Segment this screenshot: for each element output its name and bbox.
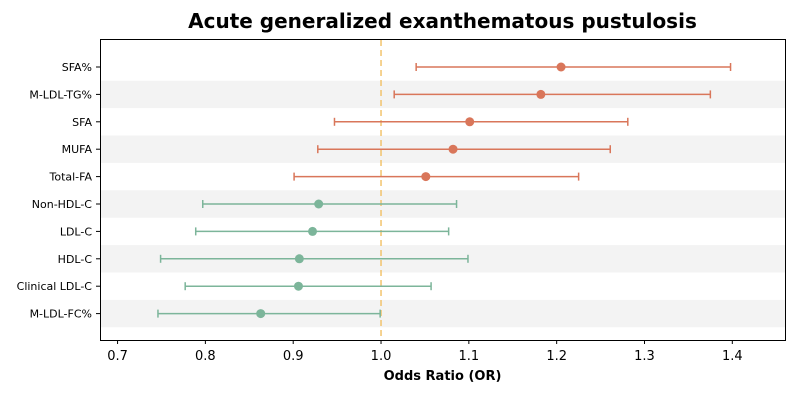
plot-frame [100, 39, 786, 341]
point-estimate [465, 117, 475, 127]
x-tick-label: 0.9 [283, 349, 304, 364]
y-tick-label: Non-HDL-C [32, 198, 93, 211]
y-tick-label: SFA [72, 116, 92, 129]
x-tick-label: 1.4 [722, 349, 743, 364]
y-tick-label: SFA% [62, 61, 92, 74]
point-estimate [308, 226, 318, 236]
x-axis: 0.7 0.8 0.9 1.0 1.1 1.2 1.3 1.4 [107, 340, 743, 364]
chart-title: Acute generalized exanthematous pustulos… [188, 9, 697, 33]
point-estimate [536, 89, 546, 99]
point-estimate [294, 254, 304, 264]
point-estimate [421, 172, 431, 182]
y-tick-label: M-LDL-FC% [30, 308, 92, 321]
point-estimate [448, 144, 458, 154]
x-tick-label: 0.7 [107, 349, 128, 364]
point-estimate [293, 281, 303, 291]
y-tick-label: MUFA [62, 143, 93, 156]
x-tick-label: 1.3 [634, 349, 655, 364]
point-estimate [556, 62, 566, 72]
point-estimates [256, 62, 566, 319]
y-tick-label: M-LDL-TG% [29, 88, 92, 101]
y-tick-label: Clinical LDL-C [17, 280, 93, 293]
x-tick-label: 1.2 [546, 349, 567, 364]
point-estimate [256, 309, 266, 319]
x-tick-label: 1.0 [371, 349, 392, 364]
x-tick-label: 1.1 [459, 349, 480, 364]
x-tick-label: 0.8 [195, 349, 216, 364]
y-tick-label: Total-FA [48, 171, 92, 184]
error-bars [157, 63, 732, 318]
y-tick-label: LDL-C [60, 225, 93, 238]
y-axis: SFA% M-LDL-TG% SFA MUFA Total-FA Non-HDL-C LDL… [17, 61, 100, 321]
x-axis-title: Odds Ratio (OR) [384, 369, 502, 384]
y-tick-label: HDL-C [58, 253, 93, 266]
point-estimate [314, 199, 324, 209]
